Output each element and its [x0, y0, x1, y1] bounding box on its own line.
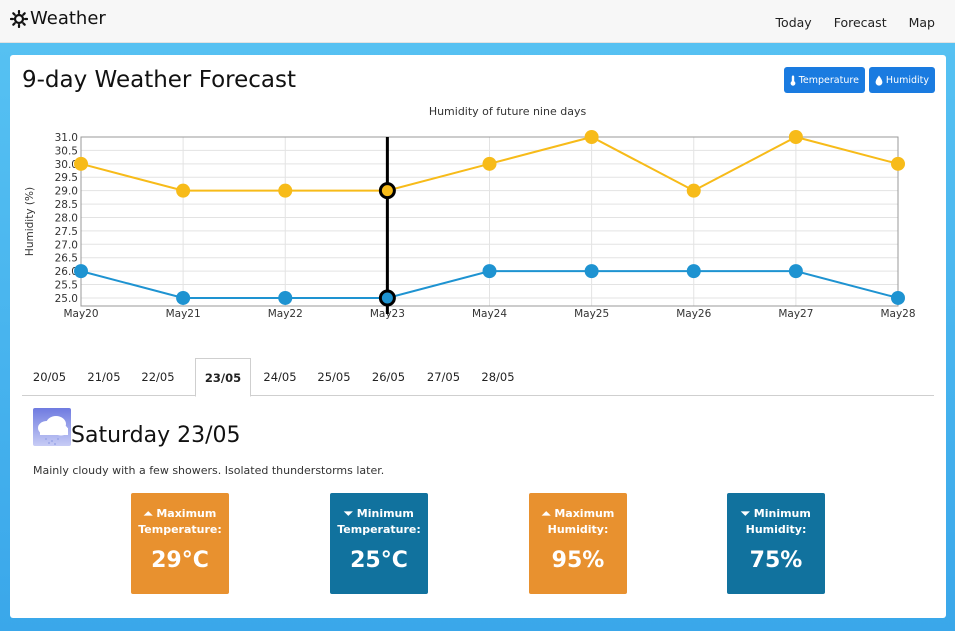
- brand[interactable]: Weather: [10, 8, 106, 29]
- double-chevron-down-icon: ⏷: [741, 507, 750, 520]
- double-chevron-down-icon: ⏷: [344, 507, 353, 520]
- x-tick-label: May20: [63, 308, 98, 320]
- plot-frame: [80, 136, 899, 307]
- brand-label: Weather: [30, 8, 106, 29]
- y-tick-label: 27.0: [55, 239, 78, 251]
- x-tick-label: May24: [472, 308, 507, 320]
- stat-label-line1: Minimum: [753, 507, 811, 520]
- y-tick-label: 30.0: [55, 159, 78, 171]
- data-point[interactable]: [74, 156, 88, 171]
- data-point[interactable]: [378, 289, 396, 307]
- data-point[interactable]: [686, 264, 701, 279]
- nav-link-map[interactable]: Map: [908, 15, 935, 30]
- double-chevron-up-icon: ⏶: [143, 507, 153, 520]
- thermometer-icon: [790, 75, 796, 86]
- stat-value: 29°C: [151, 548, 209, 573]
- data-point[interactable]: [482, 156, 497, 171]
- y-tick-label: 30.5: [55, 145, 78, 157]
- data-point[interactable]: [176, 183, 191, 198]
- humidity-button-label: Humidity: [885, 74, 929, 86]
- x-tick-label: May25: [574, 308, 609, 320]
- tab-22-05[interactable]: 22/05: [141, 370, 175, 384]
- stat-label: ⏶ Maximum Temperature:: [131, 506, 229, 538]
- stat-label-line2: Humidity:: [547, 523, 609, 536]
- sun-icon: [10, 9, 28, 28]
- stat-label-line2: Temperature:: [138, 523, 222, 536]
- y-tick-label: 28.0: [55, 212, 78, 224]
- x-tick-label: May28: [880, 308, 915, 320]
- y-tick-label: 29.5: [55, 172, 78, 184]
- double-chevron-up-icon: ⏶: [541, 507, 551, 520]
- temperature-button[interactable]: Temperature: [783, 67, 865, 93]
- nav-link-forecast[interactable]: Forecast: [833, 15, 887, 30]
- data-point[interactable]: [74, 264, 88, 279]
- y-tick-label: 27.5: [55, 226, 78, 238]
- tab-25-05[interactable]: 25/05: [317, 370, 351, 384]
- y-tick-label: 26.5: [55, 253, 78, 265]
- day-title: Saturday 23/05: [71, 423, 241, 448]
- tab-27-05[interactable]: 27/05: [426, 370, 461, 384]
- humidity-chart: Humidity of future nine days 31.030.5 30.0…: [24, 105, 916, 320]
- nav-link-today[interactable]: Today: [775, 15, 812, 30]
- data-point[interactable]: [891, 290, 905, 305]
- page-title: 9-day Weather Forecast: [22, 67, 297, 93]
- data-point[interactable]: [788, 264, 803, 279]
- max-humidity-card: ⏶ Maximum Humidity: 95%: [529, 493, 627, 594]
- tab-24-05[interactable]: 24/05: [263, 370, 297, 384]
- data-point[interactable]: [278, 183, 293, 198]
- stat-value: 25°C: [350, 548, 408, 573]
- day-description: Mainly cloudy with a few showers. Isolat…: [33, 464, 385, 477]
- data-point[interactable]: [891, 156, 905, 171]
- y-tick-label: 29.0: [55, 186, 78, 198]
- x-tick-label: May27: [778, 308, 813, 320]
- min-temperature-card: ⏷ Minimum Temperature: 25°C: [330, 493, 428, 594]
- stat-label-line1: Maximum: [554, 507, 615, 520]
- y-axis-label: Humidity (%): [24, 187, 36, 256]
- stat-label-line1: Maximum: [156, 507, 217, 520]
- stat-value: 75%: [749, 548, 803, 573]
- humidity-button[interactable]: Humidity: [868, 67, 935, 93]
- data-point[interactable]: [176, 290, 191, 305]
- stat-label: ⏶ Maximum Humidity:: [529, 506, 627, 538]
- chart-title: Humidity of future nine days: [429, 105, 587, 118]
- tab-28-05[interactable]: 28/05: [481, 370, 515, 384]
- data-point[interactable]: [482, 264, 497, 279]
- stat-label-line2: Temperature:: [337, 523, 421, 536]
- y-tick-label: 25.5: [55, 280, 78, 292]
- stat-label: ⏷ Minimum Temperature:: [330, 506, 428, 538]
- max-temperature-card: ⏶ Maximum Temperature: 29°C: [131, 493, 229, 594]
- x-tick-label: May21: [166, 308, 201, 320]
- temperature-button-label: Temperature: [798, 74, 859, 86]
- tab-23-05[interactable]: 23/05: [195, 358, 251, 397]
- tab-20-05[interactable]: 20/05: [32, 370, 67, 384]
- navbar: Weather Today Forecast Map: [0, 0, 955, 43]
- day-tabs: 20/05 21/05 22/05 23/05 24/05 25/05 26/05 27/05…: [22, 358, 934, 397]
- droplet-icon: [875, 75, 883, 86]
- y-tick-label: 25.0: [55, 293, 78, 305]
- stat-label-line2: Humidity:: [745, 523, 807, 536]
- y-tick-label: 31.0: [55, 132, 78, 144]
- y-tick-label: 26.0: [55, 266, 78, 278]
- data-point[interactable]: [686, 183, 701, 198]
- nav-links: Today Forecast Map: [776, 15, 935, 30]
- data-point[interactable]: [278, 290, 293, 305]
- tab-26-05[interactable]: 26/05: [371, 370, 406, 384]
- data-point[interactable]: [788, 130, 803, 144]
- tab-21-05[interactable]: 21/05: [87, 370, 121, 384]
- stat-label-line1: Minimum: [356, 507, 414, 520]
- forecast-card: 9-day Weather Forecast Temperature Humid…: [10, 55, 946, 618]
- min-humidity-card: ⏷ Minimum Humidity: 75%: [727, 493, 825, 594]
- x-tick-label: May26: [676, 308, 711, 320]
- metric-toggle: Temperature Humidity: [783, 67, 935, 93]
- stat-value: 95%: [551, 548, 605, 573]
- data-point[interactable]: [584, 130, 599, 144]
- data-point[interactable]: [378, 182, 396, 200]
- cloud-rain-icon: [33, 408, 71, 446]
- stat-label: ⏷ Minimum Humidity:: [727, 506, 825, 538]
- data-point[interactable]: [584, 264, 599, 279]
- x-tick-label: May22: [268, 308, 303, 320]
- y-tick-label: 28.5: [55, 199, 78, 211]
